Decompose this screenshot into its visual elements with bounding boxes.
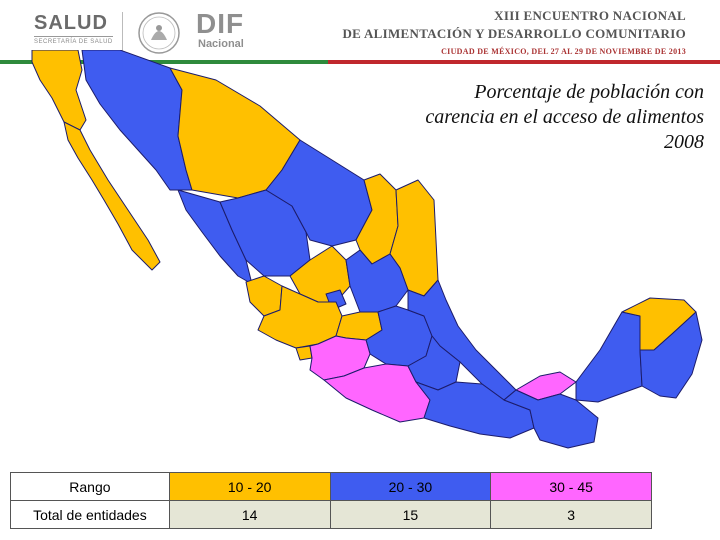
legend-range-cell: 20 - 30 <box>329 472 492 501</box>
state-nayarit <box>245 275 283 317</box>
event-title-line-1: XIII ENCUENTRO NACIONAL <box>494 8 686 23</box>
state-baja-california-sur <box>63 121 161 271</box>
legend-count-header: Total de entidades <box>10 500 170 529</box>
legend-range-cell: 30 - 45 <box>490 472 652 501</box>
dif-logo: DIF Nacional <box>196 8 252 52</box>
event-title-line-2: DE ALIMENTACIÓN Y DESARROLLO COMUNITARIO <box>342 26 686 41</box>
logo-separator <box>122 12 123 52</box>
mexico-map <box>31 50 703 449</box>
legend-range-cell: 10 - 20 <box>168 472 331 501</box>
header: SALUD SECRETARÍA DE SALUD DIF Nacional X… <box>0 0 720 66</box>
dif-logo-text: DIF <box>196 8 245 39</box>
mexico-seal-icon <box>138 12 180 54</box>
state-michoacan <box>309 335 371 381</box>
event-title: XIII ENCUENTRO NACIONAL DE ALIMENTACIÓN … <box>342 8 686 56</box>
salud-logo: SALUD SECRETARÍA DE SALUD <box>34 12 114 48</box>
state-quintana-roo <box>639 311 703 399</box>
salud-logo-subtitle: SECRETARÍA DE SALUD <box>34 36 113 45</box>
state-chiapas <box>503 389 599 449</box>
state-baja-california <box>31 50 87 131</box>
state-campeche <box>575 311 643 403</box>
legend-count-cell: 3 <box>490 500 652 529</box>
salud-logo-text: SALUD <box>34 12 108 34</box>
legend-range-row: Rango 10 - 20 20 - 30 30 - 45 <box>10 472 652 501</box>
dif-logo-subtitle: Nacional <box>198 38 244 50</box>
legend-range-header: Rango <box>10 472 170 501</box>
legend-count-row: Total de entidades 14 15 3 <box>10 500 652 529</box>
state-coahuila <box>265 139 373 247</box>
legend-count-cell: 15 <box>329 500 492 529</box>
legend-count-cell: 14 <box>168 500 331 529</box>
header-band-red <box>328 60 720 64</box>
map-title: Porcentaje de población con carencia en … <box>425 81 704 153</box>
state-colima <box>295 345 313 361</box>
header-band-green <box>0 60 328 64</box>
legend-table: Rango 10 - 20 20 - 30 30 - 45 Total de e… <box>10 472 652 529</box>
event-date-line: CIUDAD DE MÉXICO, DEL 27 AL 29 DE NOVIEM… <box>441 47 686 56</box>
